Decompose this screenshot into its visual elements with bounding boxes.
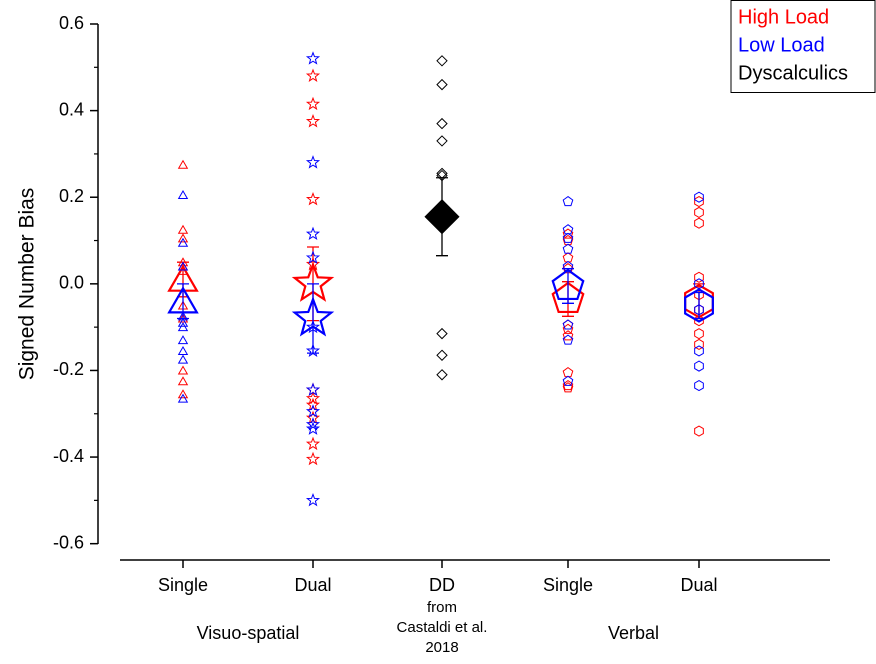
error-bar (307, 283, 319, 354)
data-point (562, 375, 574, 386)
x-tick-label: DD (429, 575, 455, 595)
data-point (305, 397, 321, 412)
data-point (305, 114, 321, 128)
data-point (562, 252, 574, 263)
x-tick-label: Dual (680, 575, 717, 595)
data-point (177, 233, 189, 243)
data-point (305, 451, 321, 466)
mean-marker (424, 199, 460, 235)
y-axis-label: Signed Number Bias (16, 188, 39, 381)
y-tick-label: -0.6 (53, 532, 84, 552)
data-point (177, 365, 189, 375)
data-point (436, 78, 448, 91)
x-tick-label: Dual (294, 575, 331, 595)
data-point (305, 96, 321, 111)
data-point (177, 237, 189, 247)
data-point (177, 159, 189, 169)
mean-marker (551, 268, 585, 301)
data-point (305, 421, 321, 435)
data-point (694, 380, 704, 392)
mean-marker (684, 288, 714, 323)
legend-box (730, 0, 876, 93)
data-point (177, 317, 189, 327)
category-note: 2018 (425, 639, 458, 656)
data-point (177, 354, 189, 364)
data-point (305, 226, 321, 241)
data-point (305, 417, 321, 431)
data-point (177, 393, 189, 403)
category-note: from (427, 599, 457, 616)
data-point (305, 382, 321, 396)
legend-label: Low Load (738, 34, 825, 56)
data-point (562, 382, 574, 393)
y-tick-label: -0.4 (53, 446, 84, 466)
x-tick-label: Single (543, 575, 593, 595)
legend-label: High Load (738, 6, 829, 28)
data-point (562, 330, 574, 341)
data-point (562, 195, 574, 207)
data-point (694, 217, 704, 229)
data-point (436, 135, 448, 147)
data-point (305, 155, 321, 169)
data-point (562, 367, 574, 378)
data-point (177, 190, 189, 200)
data-point (694, 360, 704, 372)
data-point (562, 319, 574, 330)
data-point (694, 338, 704, 351)
data-point (305, 391, 321, 405)
data-point (305, 51, 321, 65)
data-point (436, 369, 448, 381)
data-point (694, 345, 704, 357)
data-point (177, 224, 189, 234)
data-point (562, 232, 574, 243)
data-point (694, 425, 704, 437)
data-point (177, 311, 189, 321)
data-point (177, 261, 189, 271)
data-point (436, 117, 448, 130)
data-point (305, 191, 321, 206)
data-point (694, 328, 704, 340)
category-note: Castaldi et al. (397, 619, 488, 636)
data-point (562, 243, 574, 254)
data-point (694, 271, 704, 283)
y-tick-label: 0.6 (59, 13, 84, 33)
data-point (177, 335, 189, 345)
data-point (305, 68, 321, 82)
data-point (177, 389, 189, 399)
mean-marker (167, 286, 199, 314)
data-point (305, 250, 321, 264)
data-point (694, 206, 704, 218)
data-point (562, 334, 574, 345)
data-point (177, 376, 189, 386)
mean-marker (291, 296, 335, 337)
data-point (436, 349, 448, 361)
data-point (305, 492, 321, 507)
group-label: Visuo-spatial (197, 623, 300, 643)
data-point (305, 404, 321, 418)
legend-label: Dyscalculics (738, 62, 848, 84)
data-point (436, 327, 448, 340)
x-tick-label: Single (158, 575, 208, 595)
y-tick-label: 0.0 (59, 273, 84, 293)
data-point (305, 436, 321, 451)
data-point (694, 195, 704, 208)
y-tick-label: -0.2 (53, 359, 84, 379)
data-point (436, 55, 448, 67)
data-point (177, 322, 189, 332)
group-label: Verbal (608, 623, 659, 643)
data-point (694, 191, 704, 203)
y-tick-label: 0.2 (59, 186, 84, 206)
y-tick-label: 0.4 (59, 99, 84, 119)
data-point (177, 345, 189, 355)
data-point (305, 410, 321, 425)
